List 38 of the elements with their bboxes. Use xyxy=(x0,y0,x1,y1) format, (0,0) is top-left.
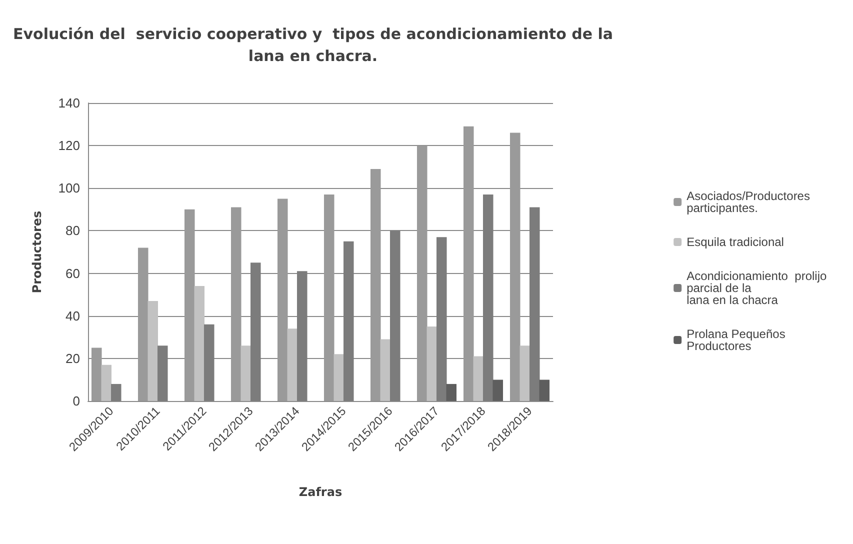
legend-label: Asociados/Productores participantes. xyxy=(686,189,814,215)
y-tick-label: 140 xyxy=(58,96,80,110)
bar xyxy=(473,356,484,401)
bar xyxy=(101,364,112,401)
bar xyxy=(194,286,205,401)
bar xyxy=(277,198,288,401)
y-tick-label: 100 xyxy=(58,180,80,196)
bar xyxy=(138,248,148,401)
bar xyxy=(380,339,391,401)
y-tick-label: 80 xyxy=(66,223,80,238)
bar xyxy=(91,348,102,401)
bar xyxy=(463,126,474,401)
y-tick-label: 20 xyxy=(66,350,80,366)
bar xyxy=(446,384,457,401)
y-tick-label: 0 xyxy=(72,394,80,408)
chart-title: Evolución del servicio cooperativo y tipos de acondicionamiento de la lana en chacra. xyxy=(12,25,614,65)
bar xyxy=(370,168,381,401)
bar xyxy=(520,346,530,401)
legend-label: Esquila tradicional xyxy=(686,235,784,249)
bar xyxy=(230,207,242,401)
bar xyxy=(324,194,334,401)
bar xyxy=(287,328,298,401)
y-axis-title: Productores xyxy=(30,210,44,294)
bar xyxy=(539,380,550,401)
bar xyxy=(492,380,504,401)
bar xyxy=(426,326,438,401)
legend-label: Prolana Pequeños Productores xyxy=(686,327,789,353)
bar xyxy=(334,354,344,401)
y-tick-label: 120 xyxy=(58,138,80,154)
legend-label: Acondicionamiento prolijo parcial de la lana en la chacra xyxy=(686,269,830,307)
y-tick-label: 40 xyxy=(66,308,80,324)
bar xyxy=(510,132,520,401)
x-axis-title: Zafras xyxy=(298,485,342,499)
bar xyxy=(240,346,252,401)
bar xyxy=(184,209,195,401)
y-tick-label: 60 xyxy=(66,266,80,281)
bar xyxy=(416,146,428,401)
bar xyxy=(148,300,158,401)
